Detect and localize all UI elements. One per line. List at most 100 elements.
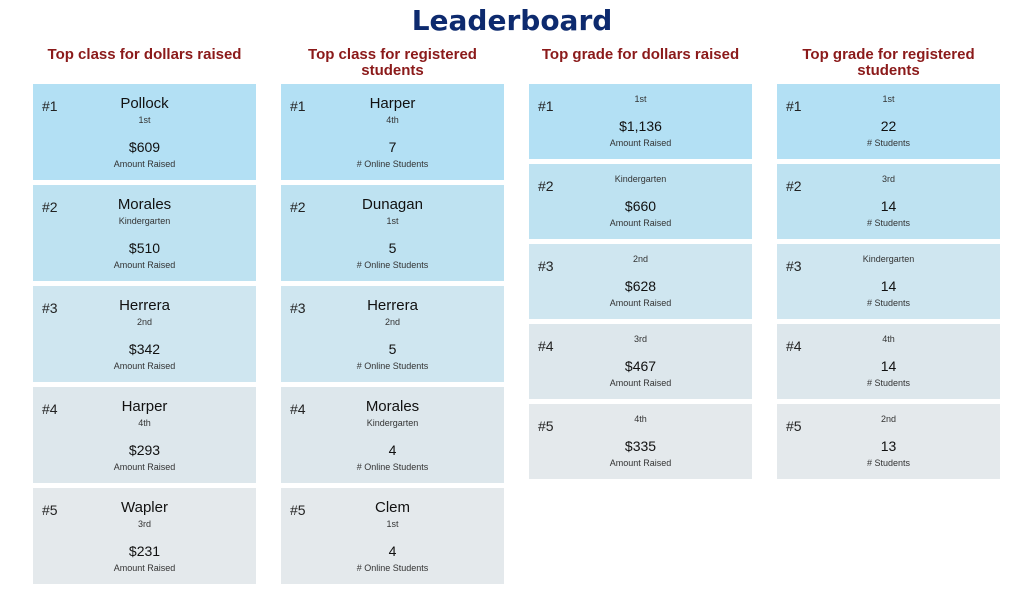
rank-label: #1 [290,98,306,114]
metric-label: Amount Raised [609,138,672,148]
leaderboard-card: #5 4th $335 Amount Raised [529,404,752,479]
metric-value: 4 [388,442,397,458]
metric-value: 4 [388,543,397,559]
class-name: Dunagan [362,196,423,213]
metric-label: Amount Raised [113,563,176,573]
leaderboard-card: #3 Kindergarten 14 # Students [777,244,1000,319]
rank-label: #4 [538,338,554,354]
metric-value: 14 [880,278,897,294]
grade-label: 1st [882,94,895,104]
grade-label: 4th [138,418,151,428]
grade-label: 4th [634,414,647,424]
metric-value: $510 [128,240,161,256]
leaderboard-card: #2 Dunagan 1st 5 # Online Students [281,185,504,281]
leaderboard-card: #1 1st 22 # Students [777,84,1000,159]
leaderboard-card: #2 Kindergarten $660 Amount Raised [529,164,752,239]
metric-label: Amount Raised [113,159,176,169]
metric-label: Amount Raised [609,298,672,308]
metric-label: Amount Raised [113,462,176,472]
rank-label: #2 [42,199,58,215]
metric-value: 5 [388,240,397,256]
metric-value: 5 [388,341,397,357]
rank-label: #3 [786,258,802,274]
grade-label: 1st [386,216,399,226]
metric-value: $1,136 [619,118,662,134]
column-grade-students: Top grade for registered students #1 1st 2… [777,46,1000,484]
leaderboard-card: #5 2nd 13 # Students [777,404,1000,479]
class-name: Harper [369,95,416,112]
leaderboard-card: #1 Harper 4th 7 # Online Students [281,84,504,180]
grade-label: 1st [138,115,151,125]
grade-label: 2nd [880,414,897,424]
metric-value: 14 [880,358,897,374]
column-heading: Top class for dollars raised [47,46,242,63]
grade-label: 1st [634,94,647,104]
class-name: Harper [121,398,168,415]
grade-label: 3rd [881,174,895,184]
class-name: Morales [365,398,420,415]
metric-value: $660 [624,198,657,214]
rank-label: #2 [538,178,554,194]
metric-label: Amount Raised [609,458,672,468]
metric-label: Amount Raised [609,378,672,388]
metric-value: $342 [128,341,161,357]
metric-value: $467 [624,358,657,374]
leaderboard-card: #2 3rd 14 # Students [777,164,1000,239]
leaderboard-card: #2 Morales Kindergarten $510 Amount Raised [33,185,256,281]
rank-label: #1 [538,98,554,114]
metric-value: $609 [128,139,161,155]
grade-label: 2nd [632,254,649,264]
rank-label: #1 [786,98,802,114]
rank-label: #5 [786,418,802,434]
rank-label: #4 [290,401,306,417]
grade-label: Kindergarten [366,418,419,428]
rank-label: #3 [42,300,58,316]
grade-label: 1st [386,519,399,529]
leaderboard-card: #1 Pollock 1st $609 Amount Raised [33,84,256,180]
grade-label: 3rd [633,334,647,344]
grade-label: Kindergarten [614,174,667,184]
leaderboard-title: Leaderboard [411,4,613,37]
leaderboard-card: #3 Herrera 2nd 5 # Online Students [281,286,504,382]
metric-value: 13 [880,438,897,454]
rank-label: #3 [538,258,554,274]
grade-label: Kindergarten [118,216,171,226]
leaderboard-card: #5 Wapler 3rd $231 Amount Raised [33,488,256,584]
metric-label: # Online Students [356,361,429,371]
class-name: Wapler [121,499,168,516]
rank-label: #4 [786,338,802,354]
rank-label: #4 [42,401,58,417]
metric-label: # Students [866,298,911,308]
class-name: Pollock [120,95,169,112]
metric-value: $335 [624,438,657,454]
metric-label: # Students [866,138,911,148]
class-name: Herrera [119,297,170,314]
rank-label: #2 [786,178,802,194]
column-class-dollars: Top class for dollars raised #1 Pollock 1s… [33,46,256,589]
metric-label: Amount Raised [609,218,672,228]
leaderboard-card: #1 1st $1,136 Amount Raised [529,84,752,159]
metric-value: 22 [880,118,897,134]
metric-label: # Online Students [356,159,429,169]
column-grade-dollars: Top grade for dollars raised #1 1st $1,136… [529,46,752,484]
column-heading: Top grade for dollars raised [541,46,740,63]
leaderboard-card: #4 3rd $467 Amount Raised [529,324,752,399]
column-heading: Top grade for registered students [802,46,975,79]
metric-value: $628 [624,278,657,294]
leaderboard-card: #4 Morales Kindergarten 4 # Online Students [281,387,504,483]
grade-label: 2nd [384,317,401,327]
metric-label: Amount Raised [113,260,176,270]
metric-value: 14 [880,198,897,214]
metric-value: 7 [388,139,397,155]
metric-label: # Students [866,378,911,388]
grade-label: 2nd [136,317,153,327]
rank-label: #2 [290,199,306,215]
rank-label: #5 [538,418,554,434]
rank-label: #3 [290,300,306,316]
rank-label: #5 [42,502,58,518]
leaderboard-card: #3 Herrera 2nd $342 Amount Raised [33,286,256,382]
metric-label: # Students [866,458,911,468]
grade-label: Kindergarten [862,254,915,264]
leaderboard-card: #4 Harper 4th $293 Amount Raised [33,387,256,483]
grade-label: 4th [882,334,895,344]
